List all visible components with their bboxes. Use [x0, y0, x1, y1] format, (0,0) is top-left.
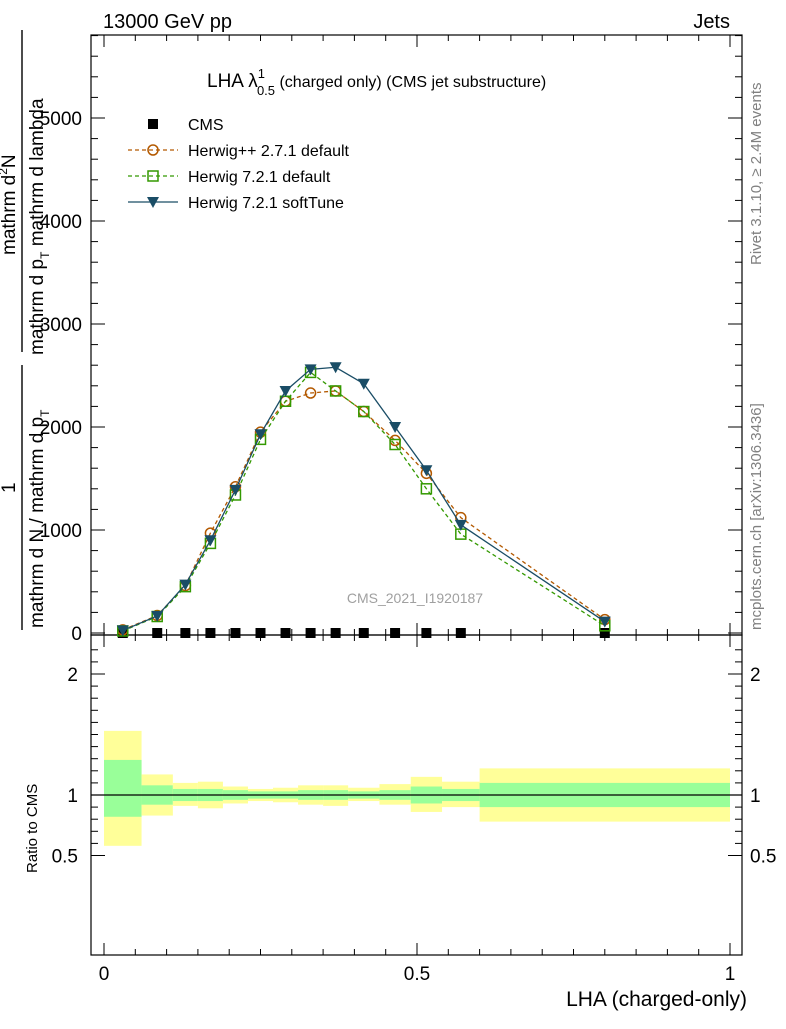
main-ytick-label-1: 1000: [40, 521, 82, 542]
legend-marker-0: [148, 119, 158, 129]
legend-marker-3: [147, 197, 159, 208]
series-3-point-5: [254, 429, 267, 441]
xlabel: LHA (charged-only): [566, 988, 747, 1011]
series-0-point-9: [358, 628, 369, 638]
series-3-point-1: [151, 611, 164, 623]
series-3-point-8: [329, 362, 342, 374]
legend-label-0: CMS: [188, 117, 224, 134]
legend-marker-1: [147, 144, 159, 156]
series-3-point-9: [357, 378, 370, 390]
ratio-band-inner-0: [104, 759, 142, 817]
ylabel-den-bottom: mathrm d N / mathrm d pT: [27, 409, 52, 628]
series-3-point-6: [279, 385, 292, 397]
series-0-point-11: [421, 628, 432, 638]
title-sub: 0.5: [257, 83, 275, 98]
series-0-point-3: [205, 628, 216, 638]
series-0-point-8: [330, 628, 341, 638]
ratio-ytick-label-left-2: 2: [67, 665, 78, 686]
series-2-point-8: [329, 385, 342, 397]
series-3-point-0: [116, 625, 129, 637]
series-0-point-13: [599, 628, 610, 638]
main-series: [116, 362, 611, 638]
ratio-ytick-label-left-1: 1: [67, 786, 78, 807]
legend: CMS Herwig++ 2.7.1 default Herwig 7.2.1 de…: [128, 117, 350, 212]
main-ytick-label-2: 2000: [40, 418, 82, 439]
ratio-xtick-label-0: 0: [99, 964, 110, 985]
mcplots-note: mcplots.cern.ch [arXiv:1306.3436]: [748, 403, 765, 630]
series-line-3: [122, 366, 606, 632]
series-0-point-6: [280, 628, 291, 638]
main-ytick-label-5: 5000: [40, 109, 82, 130]
main-ytick-label-4: 4000: [40, 212, 82, 233]
main-ylabel: mathrm d2N mathrm d pT mathrm d lambda 1…: [0, 30, 52, 630]
plot-title: LHA λ1 0.5 (charged only) (CMS jet substr…: [207, 66, 546, 98]
ratio-ytick-label-right-0: 0.5: [750, 847, 776, 868]
ratio-xtick-label-2: 1: [725, 964, 736, 985]
ratio-ytick-label-left-0: 0.5: [52, 847, 78, 868]
series-3-point-4: [229, 484, 242, 496]
title-sup: 1: [258, 66, 265, 81]
series-0-point-2: [180, 628, 191, 638]
legend-label-2: Herwig 7.2.1 default: [188, 169, 331, 186]
legend-label-3: Herwig 7.2.1 softTune: [188, 195, 344, 212]
series-3: [116, 362, 611, 637]
series-line-1: [122, 390, 606, 631]
title-rest: (charged only) (CMS jet substructure): [275, 74, 546, 91]
main-axes: 0 1000 2000 3000 4000 5000: [40, 35, 742, 645]
series-3-point-13: [598, 616, 611, 628]
watermark: CMS_2021_I1920187: [347, 590, 483, 606]
legend-marker-2: [147, 170, 159, 182]
ylabel-den-top: mathrm d pT mathrm d lambda: [27, 98, 52, 355]
ratio-ylabel: Ratio to CMS: [24, 784, 41, 873]
series-3-point-2: [179, 579, 192, 591]
main-ytick-label-0: 0: [71, 624, 82, 645]
rivet-note: Rivet 3.1.10, ≥ 2.4M events: [748, 83, 765, 266]
series-3-point-3: [204, 535, 217, 547]
series-0-point-4: [230, 628, 241, 638]
ratio-xtick-label-1: 0.5: [404, 964, 430, 985]
series-1-point-7: [304, 387, 317, 399]
legend-label-1: Herwig++ 2.7.1 default: [188, 143, 350, 160]
series-0-point-10: [390, 628, 401, 638]
main-ytick-label-3: 3000: [40, 315, 82, 336]
series-3-point-12: [454, 519, 467, 531]
series-0-point-1: [152, 628, 163, 638]
series-3-point-11: [420, 465, 433, 477]
series-2-point-9: [358, 405, 370, 418]
ylabel-num-top: mathrm d2N: [0, 154, 20, 255]
series-2-point-10: [389, 438, 401, 451]
series-line-2: [122, 371, 606, 632]
series-1-point-10: [389, 434, 401, 447]
series-2-point-11: [420, 483, 433, 495]
header-energy: 13000 GeV pp: [103, 11, 232, 33]
ylabel-one: 1: [0, 482, 20, 493]
ratio-ytick-label-right-1: 1: [750, 786, 761, 807]
ratio-axes: 0.5 0.5 1 1 2 2 0 0.5 1: [52, 635, 776, 985]
series-3-point-7: [304, 364, 317, 376]
series-0: [117, 628, 610, 638]
header-jets: Jets: [693, 11, 730, 33]
series-0-point-7: [305, 628, 316, 638]
ratio-ytick-label-right-2: 2: [750, 665, 761, 686]
series-3-point-10: [389, 422, 402, 433]
series-0-point-5: [255, 628, 266, 638]
series-0-point-12: [455, 628, 466, 638]
ratio-bands: [104, 730, 730, 846]
